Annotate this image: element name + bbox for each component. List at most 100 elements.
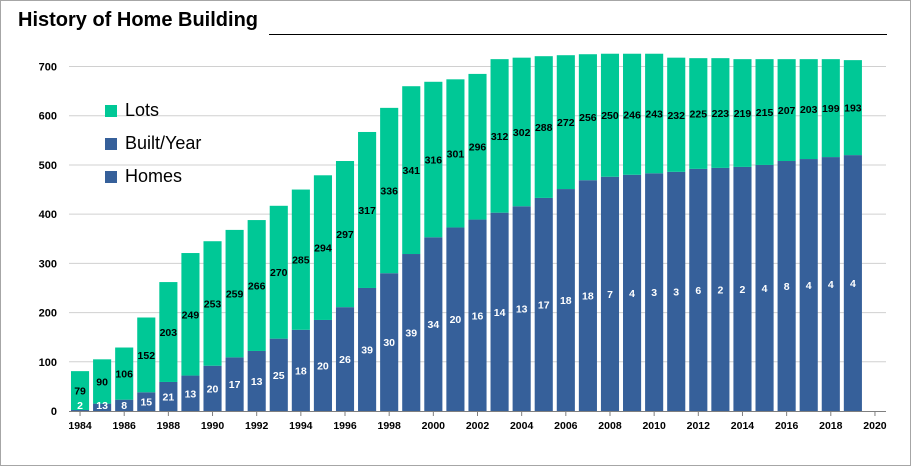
x-tick-label: 1992 xyxy=(245,420,269,432)
bar-lots xyxy=(843,60,862,156)
bar-homes xyxy=(335,307,355,411)
bar-homes xyxy=(380,273,399,411)
data-label-built-year: 18 xyxy=(560,295,572,307)
data-label-built-year: 39 xyxy=(405,328,417,340)
bar-homes xyxy=(843,155,862,411)
data-label-lots: 203 xyxy=(160,327,178,339)
data-label-built-year: 14 xyxy=(494,307,506,319)
data-label-built-year: 18 xyxy=(582,291,594,303)
data-label-lots: 193 xyxy=(844,103,862,115)
bar-lots xyxy=(711,58,730,168)
bar-lots xyxy=(335,161,355,308)
data-label-lots: 270 xyxy=(270,267,288,279)
bar-homes xyxy=(512,206,531,411)
bar-homes xyxy=(733,166,752,411)
bar-homes xyxy=(402,254,421,411)
bar-lots xyxy=(468,73,487,220)
data-label-built-year: 3 xyxy=(673,286,679,298)
bar-lots xyxy=(291,189,310,330)
bar-lots xyxy=(645,53,664,174)
bar-homes xyxy=(600,176,620,411)
bar-homes xyxy=(490,212,509,411)
data-label-lots: 207 xyxy=(778,105,796,117)
data-label-lots: 312 xyxy=(491,131,509,143)
bar-lots xyxy=(269,205,288,339)
bar-lots xyxy=(313,175,332,320)
y-tick-label: 200 xyxy=(39,308,57,320)
data-label-built-year: 6 xyxy=(695,285,701,297)
legend-item-lots: Lots xyxy=(105,94,201,127)
bar-lots xyxy=(490,59,509,213)
data-label-built-year: 7 xyxy=(607,289,613,301)
data-label-lots: 316 xyxy=(425,155,443,167)
bar-lots xyxy=(799,59,818,160)
data-label-built-year: 13 xyxy=(516,304,528,316)
data-label-lots: 243 xyxy=(645,109,663,121)
x-tick-label: 2004 xyxy=(510,420,534,432)
data-label-lots: 232 xyxy=(667,110,685,122)
data-label-built-year: 13 xyxy=(185,388,197,400)
x-tick-label: 1986 xyxy=(113,420,137,432)
bar-homes xyxy=(313,319,332,411)
data-label-lots: 90 xyxy=(96,376,108,388)
bar-lots xyxy=(181,253,200,376)
data-label-lots: 317 xyxy=(358,205,376,217)
bar-homes xyxy=(777,161,796,411)
data-label-lots: 294 xyxy=(314,243,332,255)
data-label-built-year: 4 xyxy=(629,288,635,300)
x-tick-label: 2002 xyxy=(466,420,490,432)
x-tick-label: 2006 xyxy=(554,420,578,432)
data-label-built-year: 21 xyxy=(163,391,175,403)
data-label-built-year: 8 xyxy=(121,400,127,412)
data-label-built-year: 4 xyxy=(828,279,834,291)
bar-lots xyxy=(821,59,840,158)
bar-lots xyxy=(93,359,112,404)
x-tick-label: 2020 xyxy=(863,420,887,432)
data-label-built-year: 13 xyxy=(251,376,263,388)
data-label-built-year: 3 xyxy=(651,287,657,299)
bar-homes xyxy=(667,171,686,411)
data-labels: 7929013106815215203212491325320259172661… xyxy=(74,103,862,412)
y-tick-label: 0 xyxy=(51,406,57,418)
legend-swatch-homes xyxy=(105,170,117,183)
legend-label-lots: Lots xyxy=(125,100,160,120)
bar-homes xyxy=(291,329,310,411)
data-label-built-year: 2 xyxy=(77,400,83,412)
bar-homes xyxy=(799,159,818,411)
data-label-lots: 203 xyxy=(800,104,818,116)
bar-homes xyxy=(534,197,553,411)
data-label-lots: 215 xyxy=(756,107,774,119)
bar-lots xyxy=(689,58,708,169)
data-label-built-year: 4 xyxy=(850,278,856,290)
data-label-lots: 297 xyxy=(336,229,354,241)
bar-lots xyxy=(159,282,178,382)
data-label-lots: 223 xyxy=(712,108,730,120)
x-tick-label: 2008 xyxy=(598,420,622,432)
data-label-built-year: 26 xyxy=(339,354,351,366)
data-label-lots: 250 xyxy=(601,110,619,122)
bar-homes xyxy=(115,399,134,411)
data-label-lots: 336 xyxy=(380,186,398,198)
data-label-lots: 256 xyxy=(579,112,597,124)
data-label-built-year: 18 xyxy=(295,365,307,377)
bar-lots xyxy=(777,59,796,162)
legend-item-built-year: Built/Year xyxy=(105,127,201,160)
bar-lots xyxy=(755,59,774,165)
x-tick-label: 1988 xyxy=(157,420,181,432)
x-tick-label: 1984 xyxy=(68,420,92,432)
bar-homes xyxy=(446,227,465,411)
data-label-built-year: 17 xyxy=(229,379,241,391)
bar-lots xyxy=(446,79,465,228)
x-tick-label: 2014 xyxy=(731,420,755,432)
legend-label-homes: Homes xyxy=(125,166,183,186)
data-label-lots: 246 xyxy=(623,109,641,121)
data-label-built-year: 17 xyxy=(538,299,550,311)
bar-homes xyxy=(225,357,244,411)
bar-homes xyxy=(358,287,377,411)
bar-lots xyxy=(137,317,156,393)
bar-homes xyxy=(93,403,112,411)
data-label-lots: 253 xyxy=(204,298,222,310)
bar-homes xyxy=(137,392,156,411)
bar-lots xyxy=(225,229,244,358)
